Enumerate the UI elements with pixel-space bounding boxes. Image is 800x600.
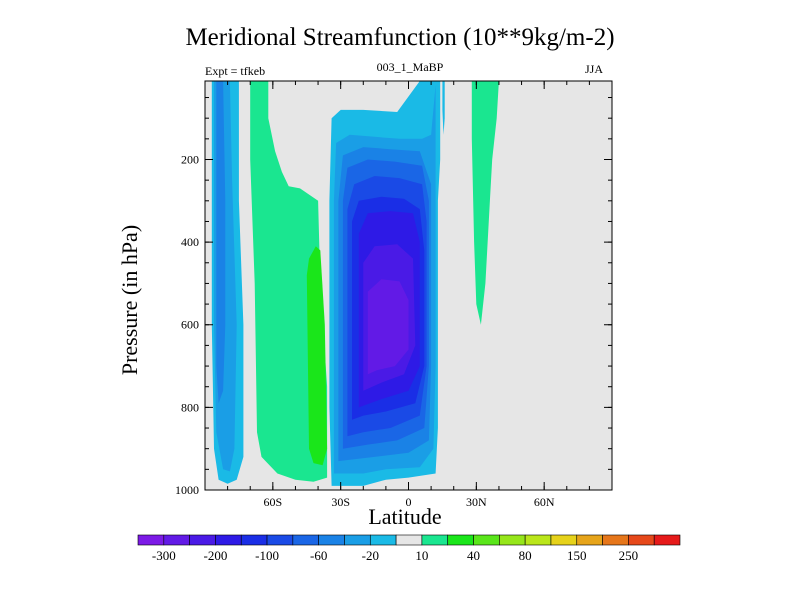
colorbar-box (499, 534, 526, 546)
chart-title: Meridional Streamfunction (10**9kg/m-2) (185, 24, 615, 51)
x-axis-label: Latitude (368, 504, 442, 529)
colorbar-box (524, 534, 552, 546)
contour-layer (211, 81, 499, 486)
colorbar-box (266, 534, 294, 546)
hadley-cell-contour (367, 279, 409, 375)
colorbar-label: -200 (204, 548, 228, 563)
nh-ferrel-contour (471, 81, 499, 325)
y-tick-label: 600 (181, 318, 199, 332)
experiment-label: Expt = tfkeb (205, 64, 266, 78)
season-label: JJA (585, 62, 604, 76)
colorbar: -300 -200 -100 -60 -20 10 40 80 150 250 (137, 534, 681, 563)
x-tick-label: 30N (466, 495, 487, 509)
sh-ferrel-positive-contour (250, 81, 328, 482)
colorbar-box (240, 534, 268, 546)
axis-ticks: 60S 30S 0 30N 60N 200 400 600 800 1000 (175, 81, 612, 509)
colorbar-box (189, 534, 216, 546)
colorbar-box (215, 534, 242, 546)
colorbar-box (292, 534, 319, 546)
colorbar-box (421, 534, 449, 546)
colorbar-box (344, 534, 371, 546)
y-tick-label: 400 (181, 235, 199, 249)
colorbar-box (369, 534, 397, 546)
colorbar-label: 80 (519, 548, 532, 563)
y-tick-label: 200 (181, 152, 199, 166)
colorbar-label: 250 (619, 548, 639, 563)
colorbar-label: -60 (310, 548, 327, 563)
sh-ferrel-positive-contour (306, 246, 328, 466)
colorbar-box (318, 534, 345, 546)
y-tick-label: 1000 (175, 483, 199, 497)
colorbar-label: -100 (255, 548, 279, 563)
colorbar-box (602, 534, 629, 546)
colorbar-box (447, 534, 474, 546)
colorbar-box (163, 534, 190, 546)
y-tick-label: 800 (181, 400, 199, 414)
x-tick-label: 60N (534, 495, 555, 509)
colorbar-box (473, 534, 500, 546)
sh-polar-cell-contour (216, 81, 226, 404)
colorbar-box (628, 534, 655, 546)
y-axis-label: Pressure (in hPa) (117, 224, 142, 376)
colorbar-box (395, 534, 423, 546)
run-label: 003_1_MaBP (376, 60, 444, 74)
nh-thin-band-contour (442, 81, 445, 135)
colorbar-label: -20 (362, 548, 379, 563)
colorbar-label: 40 (467, 548, 480, 563)
x-tick-label: 30S (331, 495, 350, 509)
colorbar-label: -300 (152, 548, 176, 563)
colorbar-box (653, 534, 681, 546)
colorbar-box (137, 534, 165, 546)
colorbar-label: 10 (415, 548, 428, 563)
x-tick-label: 60S (263, 495, 282, 509)
colorbar-box (576, 534, 603, 546)
colorbar-box (550, 534, 578, 546)
x-tick-label: 0 (406, 495, 412, 509)
colorbar-label: 150 (567, 548, 587, 563)
